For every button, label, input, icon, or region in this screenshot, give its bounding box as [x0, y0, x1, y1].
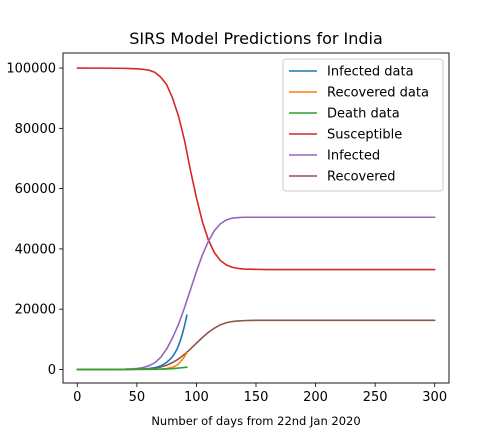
x-tick-label: 300 [422, 390, 447, 405]
legend-label: Recovered [327, 170, 396, 185]
plot-lines [76, 67, 436, 371]
x-tick-label: 200 [303, 390, 328, 405]
series-line-death-data [76, 366, 188, 371]
x-axis-label: Number of days from 22nd Jan 2020 [151, 414, 360, 428]
y-tick-label: 0 [48, 363, 56, 378]
legend-label: Susceptible [327, 128, 402, 143]
chart-title: SIRS Model Predictions for India [129, 29, 383, 48]
legend-label: Death data [327, 107, 400, 122]
x-tick-label: 100 [184, 390, 209, 405]
y-tick-label: 40000 [15, 242, 56, 257]
y-tick-label: 60000 [15, 182, 56, 197]
legend-box [282, 58, 444, 192]
legend: Infected data Recovered data Death data Sus… [282, 58, 444, 192]
x-tick-label: 250 [363, 390, 388, 405]
legend-label: Infected [327, 149, 380, 164]
legend-label: Infected data [327, 65, 414, 80]
y-tick-label: 80000 [15, 122, 56, 137]
x-tick-label: 0 [73, 390, 81, 405]
x-tick-label: 50 [129, 390, 146, 405]
legend-label: Recovered data [327, 86, 429, 101]
y-tick-label: 20000 [15, 303, 56, 318]
series-line-susceptible [76, 67, 436, 271]
x-tick-label: 150 [244, 390, 269, 405]
plot-frame [62, 52, 450, 384]
axis-ticks: 0 50 100 150 200 250 300 0 20000 40000 60000 80000 1… [6, 62, 447, 405]
y-tick-label: 100000 [6, 62, 56, 77]
series-line-infected [76, 216, 436, 371]
